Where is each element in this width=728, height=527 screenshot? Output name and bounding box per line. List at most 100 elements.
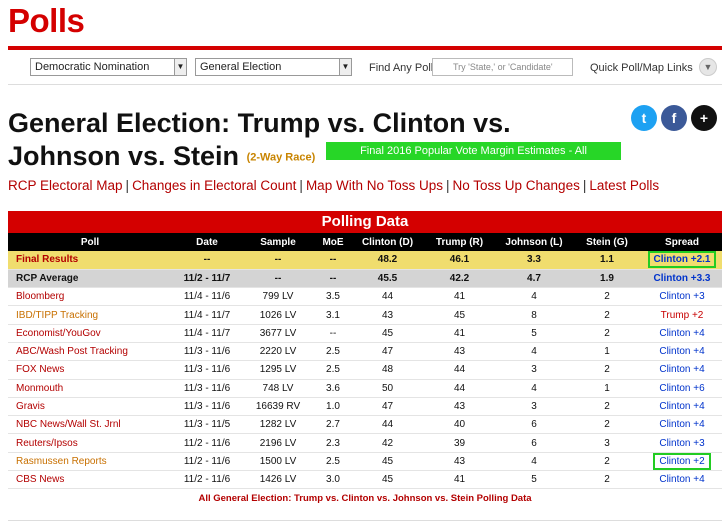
poll-date: 11/2 - 11/7 [172, 269, 242, 289]
clinton-value: 45 [352, 452, 423, 472]
poll-sample: 2220 LV [242, 342, 314, 362]
poll-sample: -- [242, 269, 314, 289]
table-row: IBD/TIPP Tracking 11/4 - 11/7 1026 LV 3.… [8, 305, 722, 325]
vote-margin-estimates-link[interactable]: Final 2016 Popular Vote Margin Estimates… [326, 142, 621, 160]
spread-value: Clinton +4 [642, 470, 722, 490]
poll-name-link[interactable]: CBS News [8, 470, 172, 490]
poll-moe: 3.0 [314, 470, 352, 490]
trump-value: 44 [423, 379, 496, 398]
clinton-value: 47 [352, 397, 423, 417]
link-no-toss-ups-map[interactable]: Map With No Toss Ups [305, 178, 443, 193]
clinton-value: 44 [352, 415, 423, 435]
johnson-value: 8 [496, 305, 572, 325]
johnson-value: 3.3 [496, 251, 572, 270]
nomination-select[interactable]: Democratic Nomination ▼ [30, 58, 187, 76]
spread-value: Clinton +4 [642, 415, 722, 435]
poll-moe: -- [314, 324, 352, 343]
all-polling-data-link[interactable]: All General Election: Trump vs. Clinton … [198, 493, 532, 505]
page-title-text: General Election: Trump vs. Clinton vs. … [8, 108, 511, 171]
quick-links-label[interactable]: Quick Poll/Map Links [590, 62, 693, 74]
poll-name-link[interactable]: IBD/TIPP Tracking [8, 305, 172, 325]
find-poll-label: Find Any Poll [369, 62, 434, 74]
trump-value: 44 [423, 360, 496, 380]
col-header-date[interactable]: Date [172, 233, 242, 251]
poll-sample: 1295 LV [242, 360, 314, 380]
table-row: Rasmussen Reports 11/2 - 11/6 1500 LV 2.… [8, 452, 722, 472]
table-header-row: Poll Date Sample MoE Clinton (D) Trump (… [8, 233, 722, 251]
johnson-value: 4 [496, 379, 572, 398]
poll-name-link[interactable]: FOX News [8, 360, 172, 380]
chevron-down-icon[interactable]: ▼ [699, 58, 717, 76]
trump-value: 41 [423, 287, 496, 307]
col-header-moe[interactable]: MoE [314, 233, 352, 251]
trump-value: 42.2 [423, 269, 496, 289]
election-select[interactable]: General Election ▼ [195, 58, 352, 76]
chevron-down-icon: ▼ [339, 59, 351, 75]
clinton-value: 42 [352, 433, 423, 453]
johnson-value: 6 [496, 415, 572, 435]
poll-date: 11/2 - 11/6 [172, 452, 242, 472]
col-header-trump[interactable]: Trump (R) [423, 233, 496, 251]
poll-name: RCP Average [8, 269, 172, 289]
poll-sample: 2196 LV [242, 433, 314, 453]
clinton-value: 47 [352, 342, 423, 362]
share-plus-icon[interactable]: + [691, 105, 717, 131]
trump-value: 41 [423, 470, 496, 490]
johnson-value: 5 [496, 324, 572, 343]
link-electoral-map[interactable]: RCP Electoral Map [8, 178, 123, 193]
poll-name-link[interactable]: ABC/Wash Post Tracking [8, 342, 172, 362]
link-latest-polls[interactable]: Latest Polls [589, 178, 660, 193]
table-row: Gravis 11/3 - 11/6 16639 RV 1.0 47 43 3 … [8, 397, 722, 417]
poll-sample: 1026 LV [242, 305, 314, 325]
header-divider [8, 46, 722, 50]
poll-name-link[interactable]: Gravis [8, 397, 172, 417]
poll-moe: 2.7 [314, 415, 352, 435]
poll-name-link[interactable]: Economist/YouGov [8, 324, 172, 343]
col-header-poll[interactable]: Poll [8, 233, 172, 251]
poll-sample: 748 LV [242, 379, 314, 398]
johnson-value: 4.7 [496, 269, 572, 289]
trump-value: 41 [423, 324, 496, 343]
col-header-stein[interactable]: Stein (G) [572, 233, 642, 251]
site-logo[interactable]: Polls [8, 2, 85, 39]
spread-value: Clinton +6 [642, 379, 722, 398]
poll-sample: 1426 LV [242, 470, 314, 490]
col-header-clinton[interactable]: Clinton (D) [352, 233, 423, 251]
race-tag: (2-Way Race) [246, 151, 316, 164]
link-electoral-changes[interactable]: Changes in Electoral Count [132, 178, 297, 193]
poll-name-link[interactable]: Bloomberg [8, 287, 172, 307]
poll-moe: 2.5 [314, 360, 352, 380]
link-no-toss-up-changes[interactable]: No Toss Up Changes [452, 178, 580, 193]
twitter-icon[interactable]: t [631, 105, 657, 131]
table-row: Reuters/Ipsos 11/2 - 11/6 2196 LV 2.3 42… [8, 433, 722, 453]
spread-value: Clinton +2.1 [642, 251, 722, 270]
col-header-sample[interactable]: Sample [242, 233, 314, 251]
facebook-icon[interactable]: f [661, 105, 687, 131]
poll-name-link[interactable]: Rasmussen Reports [8, 452, 172, 472]
poll-date: 11/4 - 11/7 [172, 305, 242, 325]
col-header-spread[interactable]: Spread [642, 233, 722, 251]
stein-value: 2 [572, 360, 642, 380]
clinton-value: 50 [352, 379, 423, 398]
johnson-value: 4 [496, 452, 572, 472]
johnson-value: 5 [496, 470, 572, 490]
poll-name-link[interactable]: Monmouth [8, 379, 172, 398]
find-poll-input[interactable]: Try 'State,' or 'Candidate' [432, 58, 573, 76]
stein-value: 2 [572, 452, 642, 472]
poll-date: 11/3 - 11/6 [172, 360, 242, 380]
poll-date: 11/3 - 11/6 [172, 397, 242, 417]
poll-name-link[interactable]: NBC News/Wall St. Jrnl [8, 415, 172, 435]
poll-date: 11/2 - 11/6 [172, 470, 242, 490]
polling-data-table: Polling Data Poll Date Sample MoE Clinto… [8, 211, 722, 504]
poll-moe: -- [314, 251, 352, 270]
related-links: RCP Electoral Map | Changes in Electoral C… [8, 178, 660, 193]
col-header-johnson[interactable]: Johnson (L) [496, 233, 572, 251]
trump-value: 43 [423, 397, 496, 417]
clinton-value: 48.2 [352, 251, 423, 270]
spread-highlight: Clinton +2.1 [647, 251, 717, 269]
clinton-value: 43 [352, 305, 423, 325]
poll-name-link[interactable]: Reuters/Ipsos [8, 433, 172, 453]
poll-sample: 799 LV [242, 287, 314, 307]
poll-moe: 3.5 [314, 287, 352, 307]
nomination-select-value: Democratic Nomination [35, 61, 150, 73]
